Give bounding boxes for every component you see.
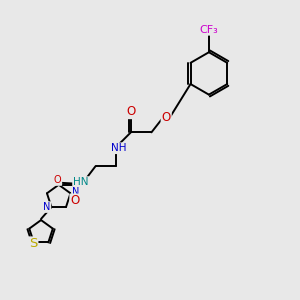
Text: O: O	[70, 194, 80, 207]
Text: O: O	[162, 111, 171, 124]
Text: S: S	[29, 237, 38, 250]
Text: HN: HN	[73, 177, 88, 187]
Text: NH: NH	[111, 143, 127, 153]
Text: N: N	[43, 202, 50, 212]
Text: CF₃: CF₃	[200, 25, 218, 34]
Text: N: N	[72, 187, 80, 197]
Text: O: O	[126, 105, 136, 118]
Text: O: O	[54, 175, 61, 185]
